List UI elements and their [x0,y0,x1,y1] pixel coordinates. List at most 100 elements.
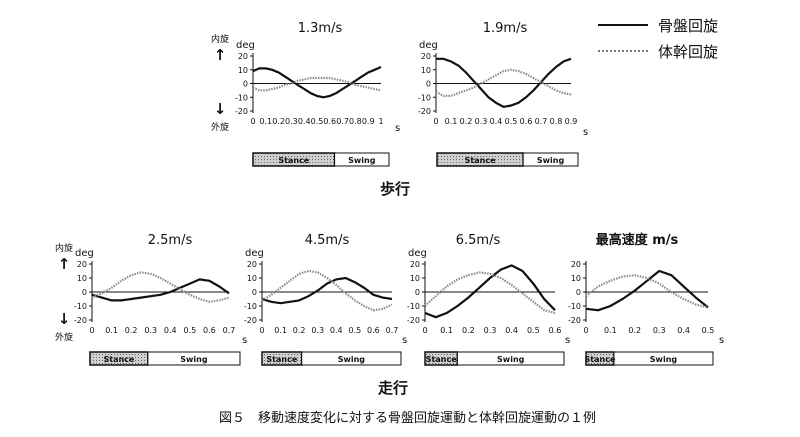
internal-rotation-label: 内旋 [211,33,229,45]
x-tick-label: 0.3 [144,326,157,335]
y-tick-label: 20 [410,260,420,269]
swing-label: Swing [348,156,376,165]
x-tick-label: 0.4 [505,326,518,335]
x-tick-label: 0.4 [677,326,690,335]
y-tick-label: -20 [568,316,581,325]
y-tick-label: -20 [74,316,87,325]
x-tick-label: 0.6 [323,117,336,126]
x-tick-label: 0.8 [550,117,563,126]
x-tick-label: 0.3 [285,117,298,126]
x-tick-label: 0.1 [445,117,458,126]
x-tick-label: 0 [583,326,588,335]
x-unit-label: s [395,123,400,134]
swing-bar [334,152,390,167]
x-tick-label: 0.6 [549,326,562,335]
chart-panel-3: 2.5m/s 20 10 0 -10 -20 deg 0 0.1 0.2 0.3 0.4 0.5 0.6 0… [74,233,247,366]
stance-label: Stance [426,355,457,364]
swing-label: Swing [650,355,678,364]
down-arrow-icon: ↓ [214,100,227,118]
x-tick-label: 0.1 [105,326,118,335]
figure-caption: 図５ 移動速度変化に対する骨盤回旋運動と体幹回旋運動の１例 [219,411,597,426]
y-tick-label: 0 [252,288,257,297]
legend-swatch-dotted [598,50,648,52]
series-line-trunk [91,271,230,303]
swing-bar [613,351,714,366]
swing-bar [147,351,241,366]
stance-label: Stance [266,355,297,364]
swing-bar [456,351,565,366]
x-tick-label: 0.7 [535,117,548,126]
chart-title: 1.3m/s [298,21,343,36]
y-unit-label: deg [236,40,255,51]
rotation-indicator-1: 内旋↑ ↓ 外旋 [211,33,229,133]
x-tick-label: 0.8 [349,117,362,126]
swing-label: Swing [180,355,208,364]
run-section-label: 走行 [378,379,409,397]
y-unit-label: deg [408,248,427,259]
x-tick-label: 0.7 [336,117,349,126]
x-tick-label: 0.9 [565,117,578,126]
x-tick-label: 0 [422,326,427,335]
y-tick-label: 10 [238,66,248,75]
y-tick-label: 20 [77,260,87,269]
stance-label: Stance [585,355,616,364]
x-tick-label: 0.4 [490,117,503,126]
series-line-trunk [435,68,572,98]
x-tick-label: 1 [378,117,383,126]
y-unit-label: deg [419,40,438,51]
x-tick-label: 0 [89,326,94,335]
y-tick-label: -20 [235,107,248,116]
x-tick-label: 0.3 [311,326,324,335]
x-tick-label: 0.2 [628,326,641,335]
y-tick-label: -10 [418,93,431,102]
walk-section-label: 歩行 [380,180,411,198]
swing-label: Swing [497,355,525,364]
x-tick-label: 0.2 [272,117,285,126]
y-tick-label: -10 [407,302,420,311]
chart-panel-5: 6.5m/s 20 10 0 -10 -20 deg 0 0.1 0.2 0.3 0.4 0.5 0.6s… [407,233,570,366]
series-line-trunk [252,76,382,92]
series-line-pelvis [261,276,393,305]
x-tick-label: 0.5 [702,326,715,335]
x-tick-label: 0.5 [311,117,324,126]
y-tick-label: 20 [247,260,257,269]
x-tick-label: 0.5 [348,326,361,335]
x-tick-label: 0.5 [527,326,540,335]
rotation-indicator-2: 内旋↑ ↓ 外旋 [55,242,73,343]
y-tick-label: 10 [247,274,257,283]
swing-bar [301,351,402,366]
x-tick-label: 0.6 [203,326,216,335]
x-tick-label: 0.3 [475,117,488,126]
y-tick-label: 0 [243,80,248,89]
swing-label: Swing [338,355,366,364]
y-tick-label: -10 [235,93,248,102]
x-unit-label: s [402,335,407,346]
x-unit-label: s [583,127,588,138]
x-tick-label: 0.3 [653,326,666,335]
y-tick-label: -20 [244,316,257,325]
chart-title: 4.5m/s [305,233,350,248]
y-tick-label: 0 [82,288,87,297]
series-line-pelvis [424,264,556,319]
y-tick-label: 10 [77,274,87,283]
x-tick-label: 0.2 [460,117,473,126]
x-tick-label: 0.4 [330,326,343,335]
x-tick-label: 0.4 [298,117,311,126]
x-tick-label: 0.7 [223,326,236,335]
stance-label: Stance [278,156,309,165]
y-tick-label: 20 [571,260,581,269]
y-tick-label: -20 [418,107,431,116]
series-line-trunk [585,274,709,309]
series-line-trunk [261,269,393,312]
y-tick-label: 20 [421,52,431,61]
y-tick-label: -10 [74,302,87,311]
x-tick-label: 0 [250,117,255,126]
legend-label-pelvis: 骨盤回旋 [658,16,719,35]
internal-rotation-label: 内旋 [55,242,73,254]
chart-title: 1.9m/s [483,21,528,36]
x-tick-label: 0.5 [505,117,518,126]
series-line-pelvis [436,57,572,109]
